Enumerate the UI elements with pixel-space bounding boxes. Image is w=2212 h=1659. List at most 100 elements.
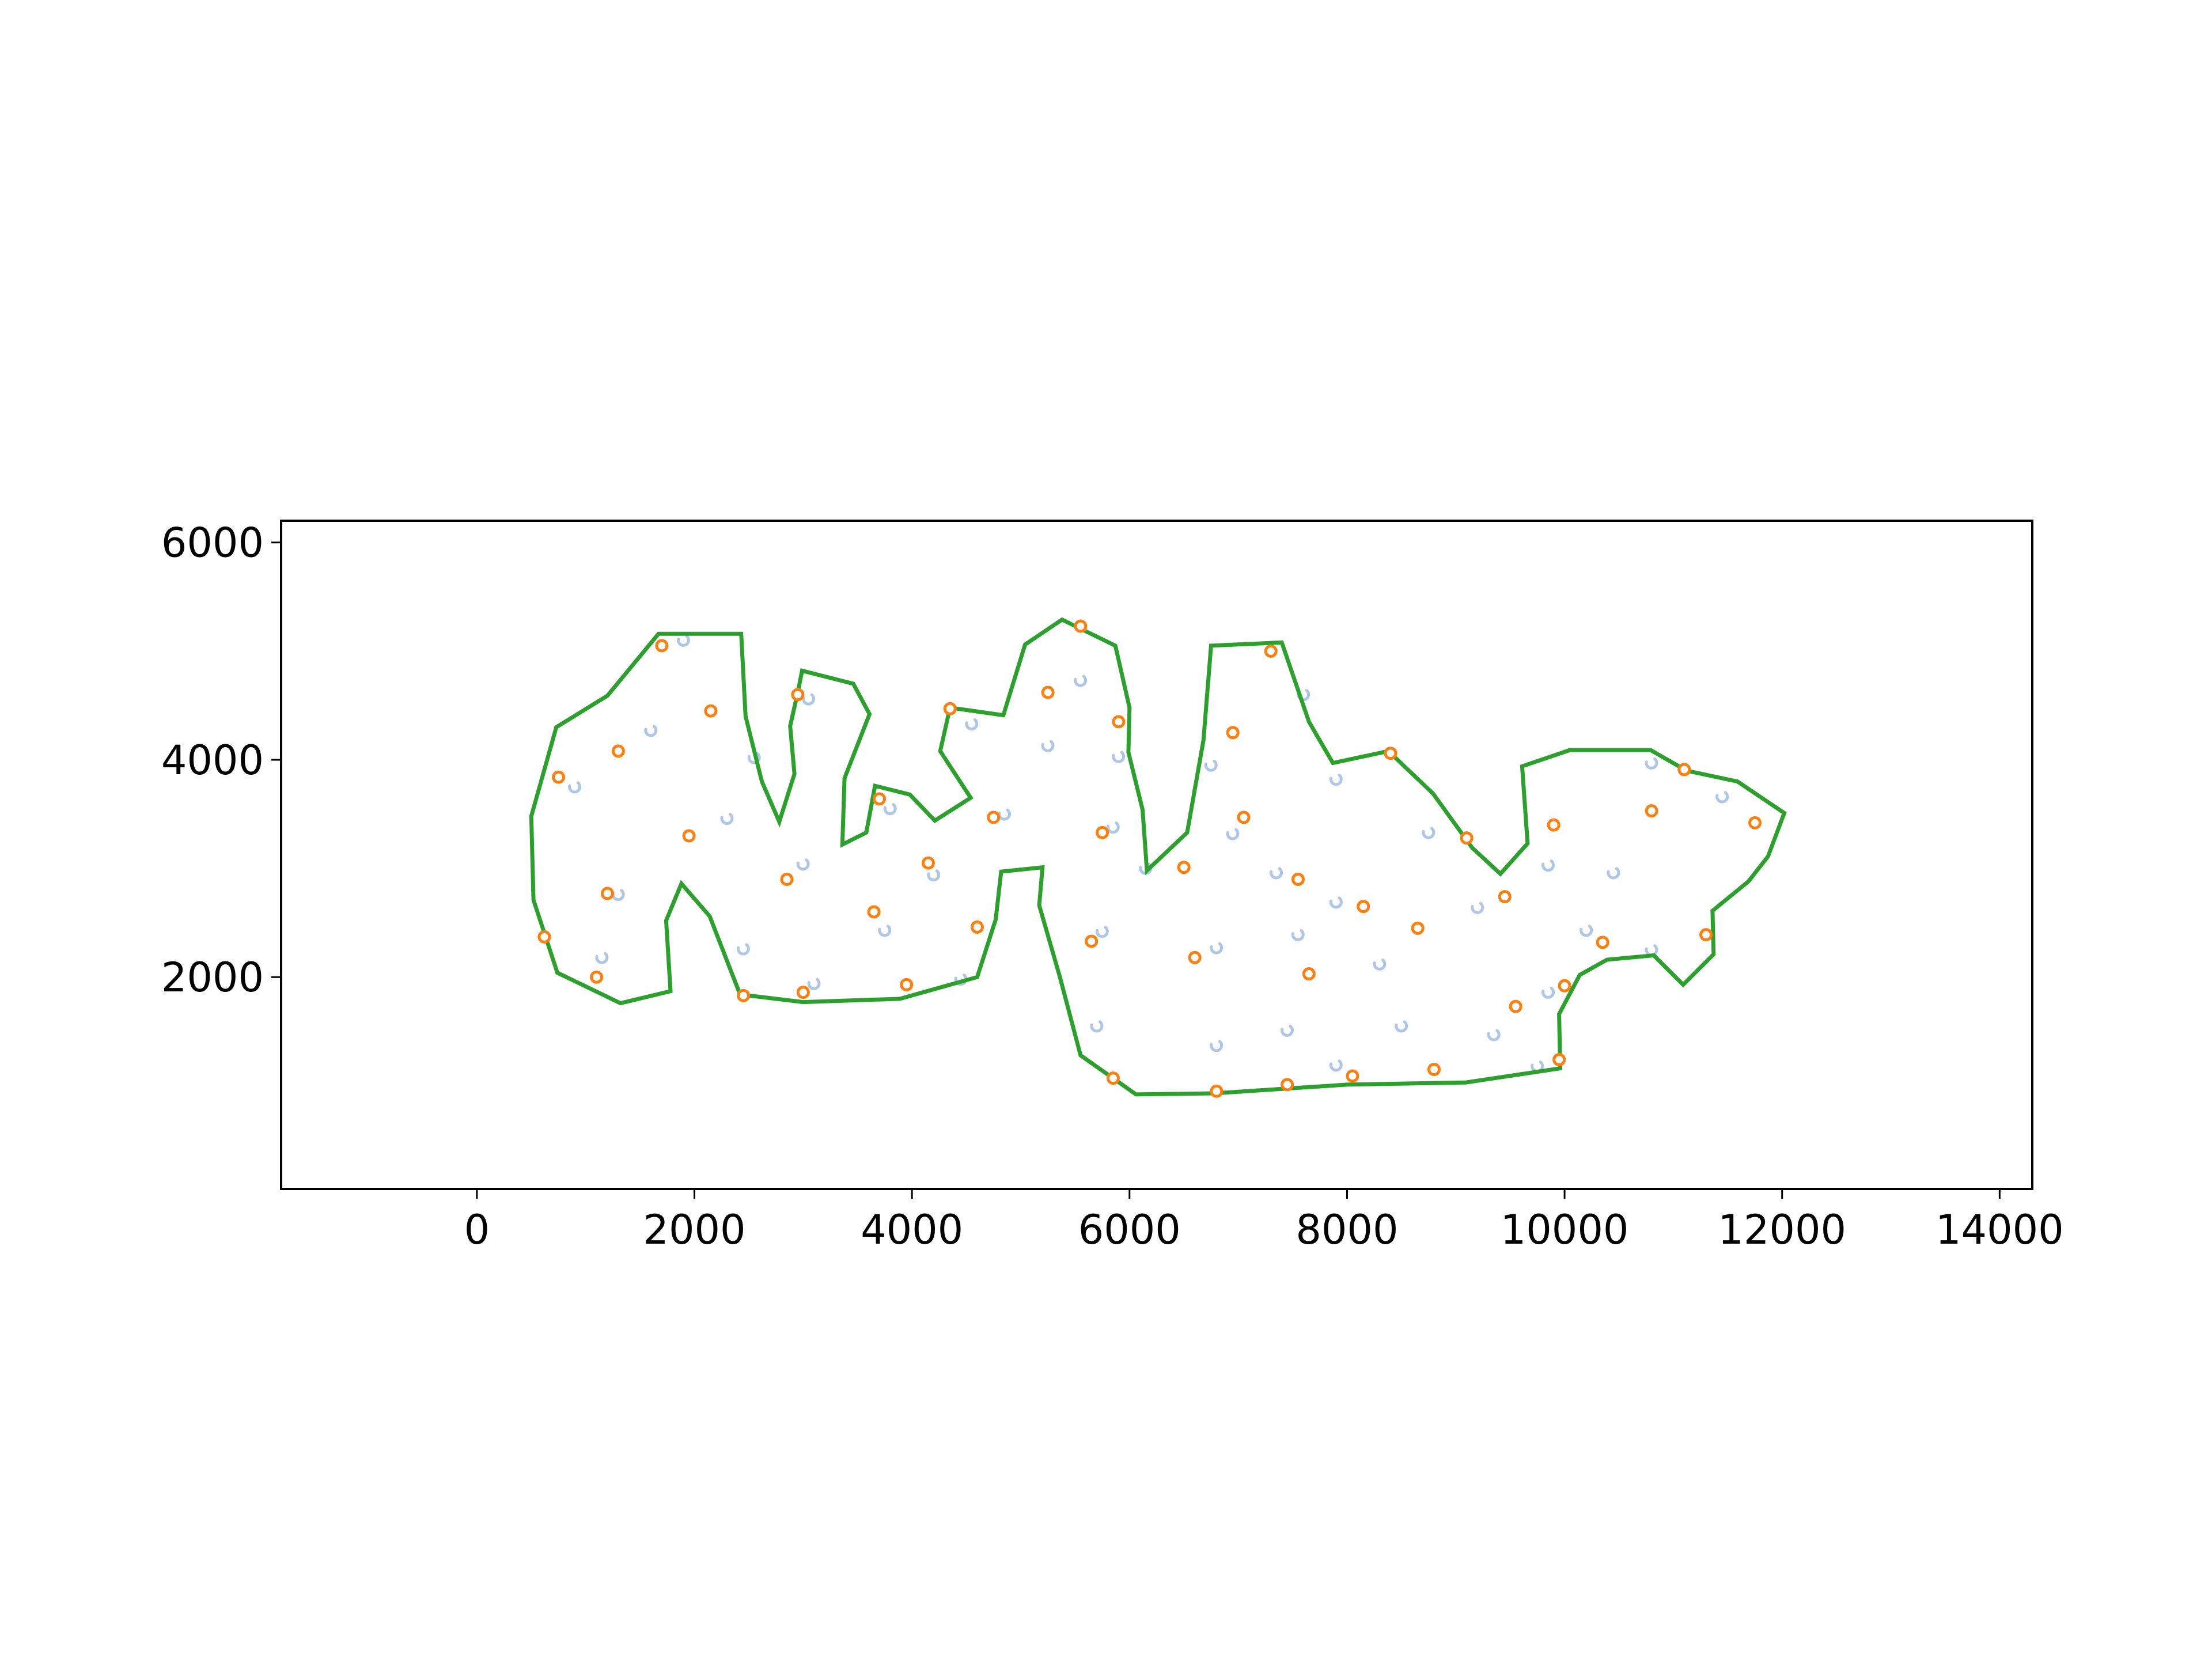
hook-marker-28 <box>1280 1024 1294 1037</box>
hook-marker-43 <box>1580 925 1593 937</box>
hook-marker-33 <box>1329 896 1343 909</box>
axes-frame <box>280 520 2033 1190</box>
hook-marker-25 <box>1210 942 1224 955</box>
point-marker-27 <box>1210 1084 1224 1098</box>
point-marker-47 <box>1677 763 1691 777</box>
hook-marker-15 <box>954 974 968 986</box>
point-marker-12 <box>873 792 887 806</box>
hook-marker-35 <box>1395 1020 1408 1033</box>
point-marker-15 <box>867 905 881 919</box>
point-marker-37 <box>1411 921 1425 935</box>
point-marker-45 <box>1596 935 1609 949</box>
point-marker-29 <box>1237 810 1251 824</box>
point-marker-48 <box>1699 928 1713 942</box>
point-marker-42 <box>1547 818 1560 832</box>
hook-marker-4 <box>796 858 810 871</box>
hook-marker-38 <box>1471 902 1484 914</box>
point-marker-7 <box>590 970 604 984</box>
point-marker-43 <box>1558 979 1571 993</box>
point-marker-0 <box>655 639 669 653</box>
point-marker-4 <box>682 829 696 843</box>
point-marker-32 <box>1302 967 1316 981</box>
point-marker-30 <box>1264 644 1278 658</box>
point-marker-35 <box>1357 900 1370 914</box>
point-marker-16 <box>900 978 914 991</box>
point-marker-26 <box>1188 950 1202 964</box>
point-marker-1 <box>704 704 718 718</box>
hook-marker-29 <box>1270 867 1283 880</box>
hook-marker-10 <box>927 869 941 882</box>
outline-series <box>529 617 1787 1097</box>
x-tick-label-7: 14000 <box>1936 1206 2064 1253</box>
point-marker-6 <box>537 930 551 944</box>
point-marker-3 <box>551 770 565 784</box>
point-marker-14 <box>921 856 935 870</box>
x-tick-label-2: 4000 <box>861 1206 963 1253</box>
point-marker-31 <box>1291 872 1305 886</box>
point-marker-13 <box>943 702 957 715</box>
hook-marker-9 <box>965 718 979 731</box>
point-marker-41 <box>1509 999 1522 1013</box>
hook-marker-27 <box>1210 1040 1224 1052</box>
hook-marker-8 <box>883 803 897 816</box>
hook-marker-0 <box>676 634 690 647</box>
hook-marker-40 <box>1541 859 1555 872</box>
hook-marker-17 <box>1074 675 1088 687</box>
hook-marker-12 <box>736 943 750 956</box>
point-marker-34 <box>1346 1069 1359 1083</box>
x-tick-label-5: 10000 <box>1501 1206 1629 1253</box>
point-marker-39 <box>1460 831 1474 845</box>
hook-marker-34 <box>1373 958 1387 971</box>
x-tick-label-4: 8000 <box>1296 1206 1398 1253</box>
point-marker-25 <box>1177 861 1191 874</box>
point-marker-24 <box>1106 1071 1120 1085</box>
point-marker-44 <box>1552 1053 1566 1067</box>
hook-marker-37 <box>1422 827 1435 839</box>
point-marker-23 <box>1085 934 1099 948</box>
point-marker-21 <box>1112 715 1126 729</box>
hook-marker-44 <box>1607 867 1620 880</box>
point-marker-5 <box>600 887 614 900</box>
hook-marker-36 <box>1329 1059 1343 1072</box>
point-marker-17 <box>970 920 984 934</box>
hook-marker-39 <box>1487 1029 1501 1041</box>
hook-marker-23 <box>1204 759 1218 772</box>
plot-area <box>529 617 1787 1098</box>
point-marker-19 <box>1074 619 1088 633</box>
hook-marker-18 <box>1041 740 1055 752</box>
hook-marker-20 <box>1106 821 1120 834</box>
hook-marker-24 <box>1226 828 1240 840</box>
hook-marker-22 <box>1090 1020 1104 1033</box>
hook-marker-47 <box>1715 791 1729 804</box>
hook-marker-30 <box>1291 929 1305 941</box>
y-tick-label-0: 2000 <box>161 954 264 1001</box>
hook-marker-46 <box>1645 757 1658 770</box>
point-marker-46 <box>1645 804 1658 818</box>
axes: 0 2000 4000 6000 8000 10000 12000 14000 2000 4000… <box>161 520 2064 1253</box>
x-tick-label-0: 0 <box>464 1206 490 1253</box>
hook-marker-2 <box>568 781 582 794</box>
hook-marker-21 <box>1095 926 1109 938</box>
hook-marker-14 <box>807 978 821 990</box>
plot-content <box>529 617 1787 1098</box>
point-marker-40 <box>1498 890 1512 904</box>
point-marker-28 <box>1226 726 1240 740</box>
hook-marker-11 <box>878 925 892 937</box>
hook-marker-6 <box>802 693 816 706</box>
y-tick-label-2: 6000 <box>161 520 264 567</box>
point-marker-10 <box>736 988 750 1002</box>
hook-marker-13 <box>595 952 609 964</box>
point-marker-36 <box>1384 747 1397 760</box>
point-marker-8 <box>791 688 805 702</box>
point-marker-2 <box>611 744 625 758</box>
point-marker-38 <box>1427 1063 1441 1077</box>
point-marker-49 <box>1748 816 1762 830</box>
x-tick-label-1: 2000 <box>643 1206 745 1253</box>
x-tick-label-3: 6000 <box>1078 1206 1181 1253</box>
point-marker-20 <box>1041 685 1055 699</box>
hook-marker-32 <box>1329 774 1343 786</box>
point-marker-18 <box>987 810 1001 824</box>
point-marker-9 <box>780 872 794 886</box>
point-marker-33 <box>1281 1078 1294 1092</box>
